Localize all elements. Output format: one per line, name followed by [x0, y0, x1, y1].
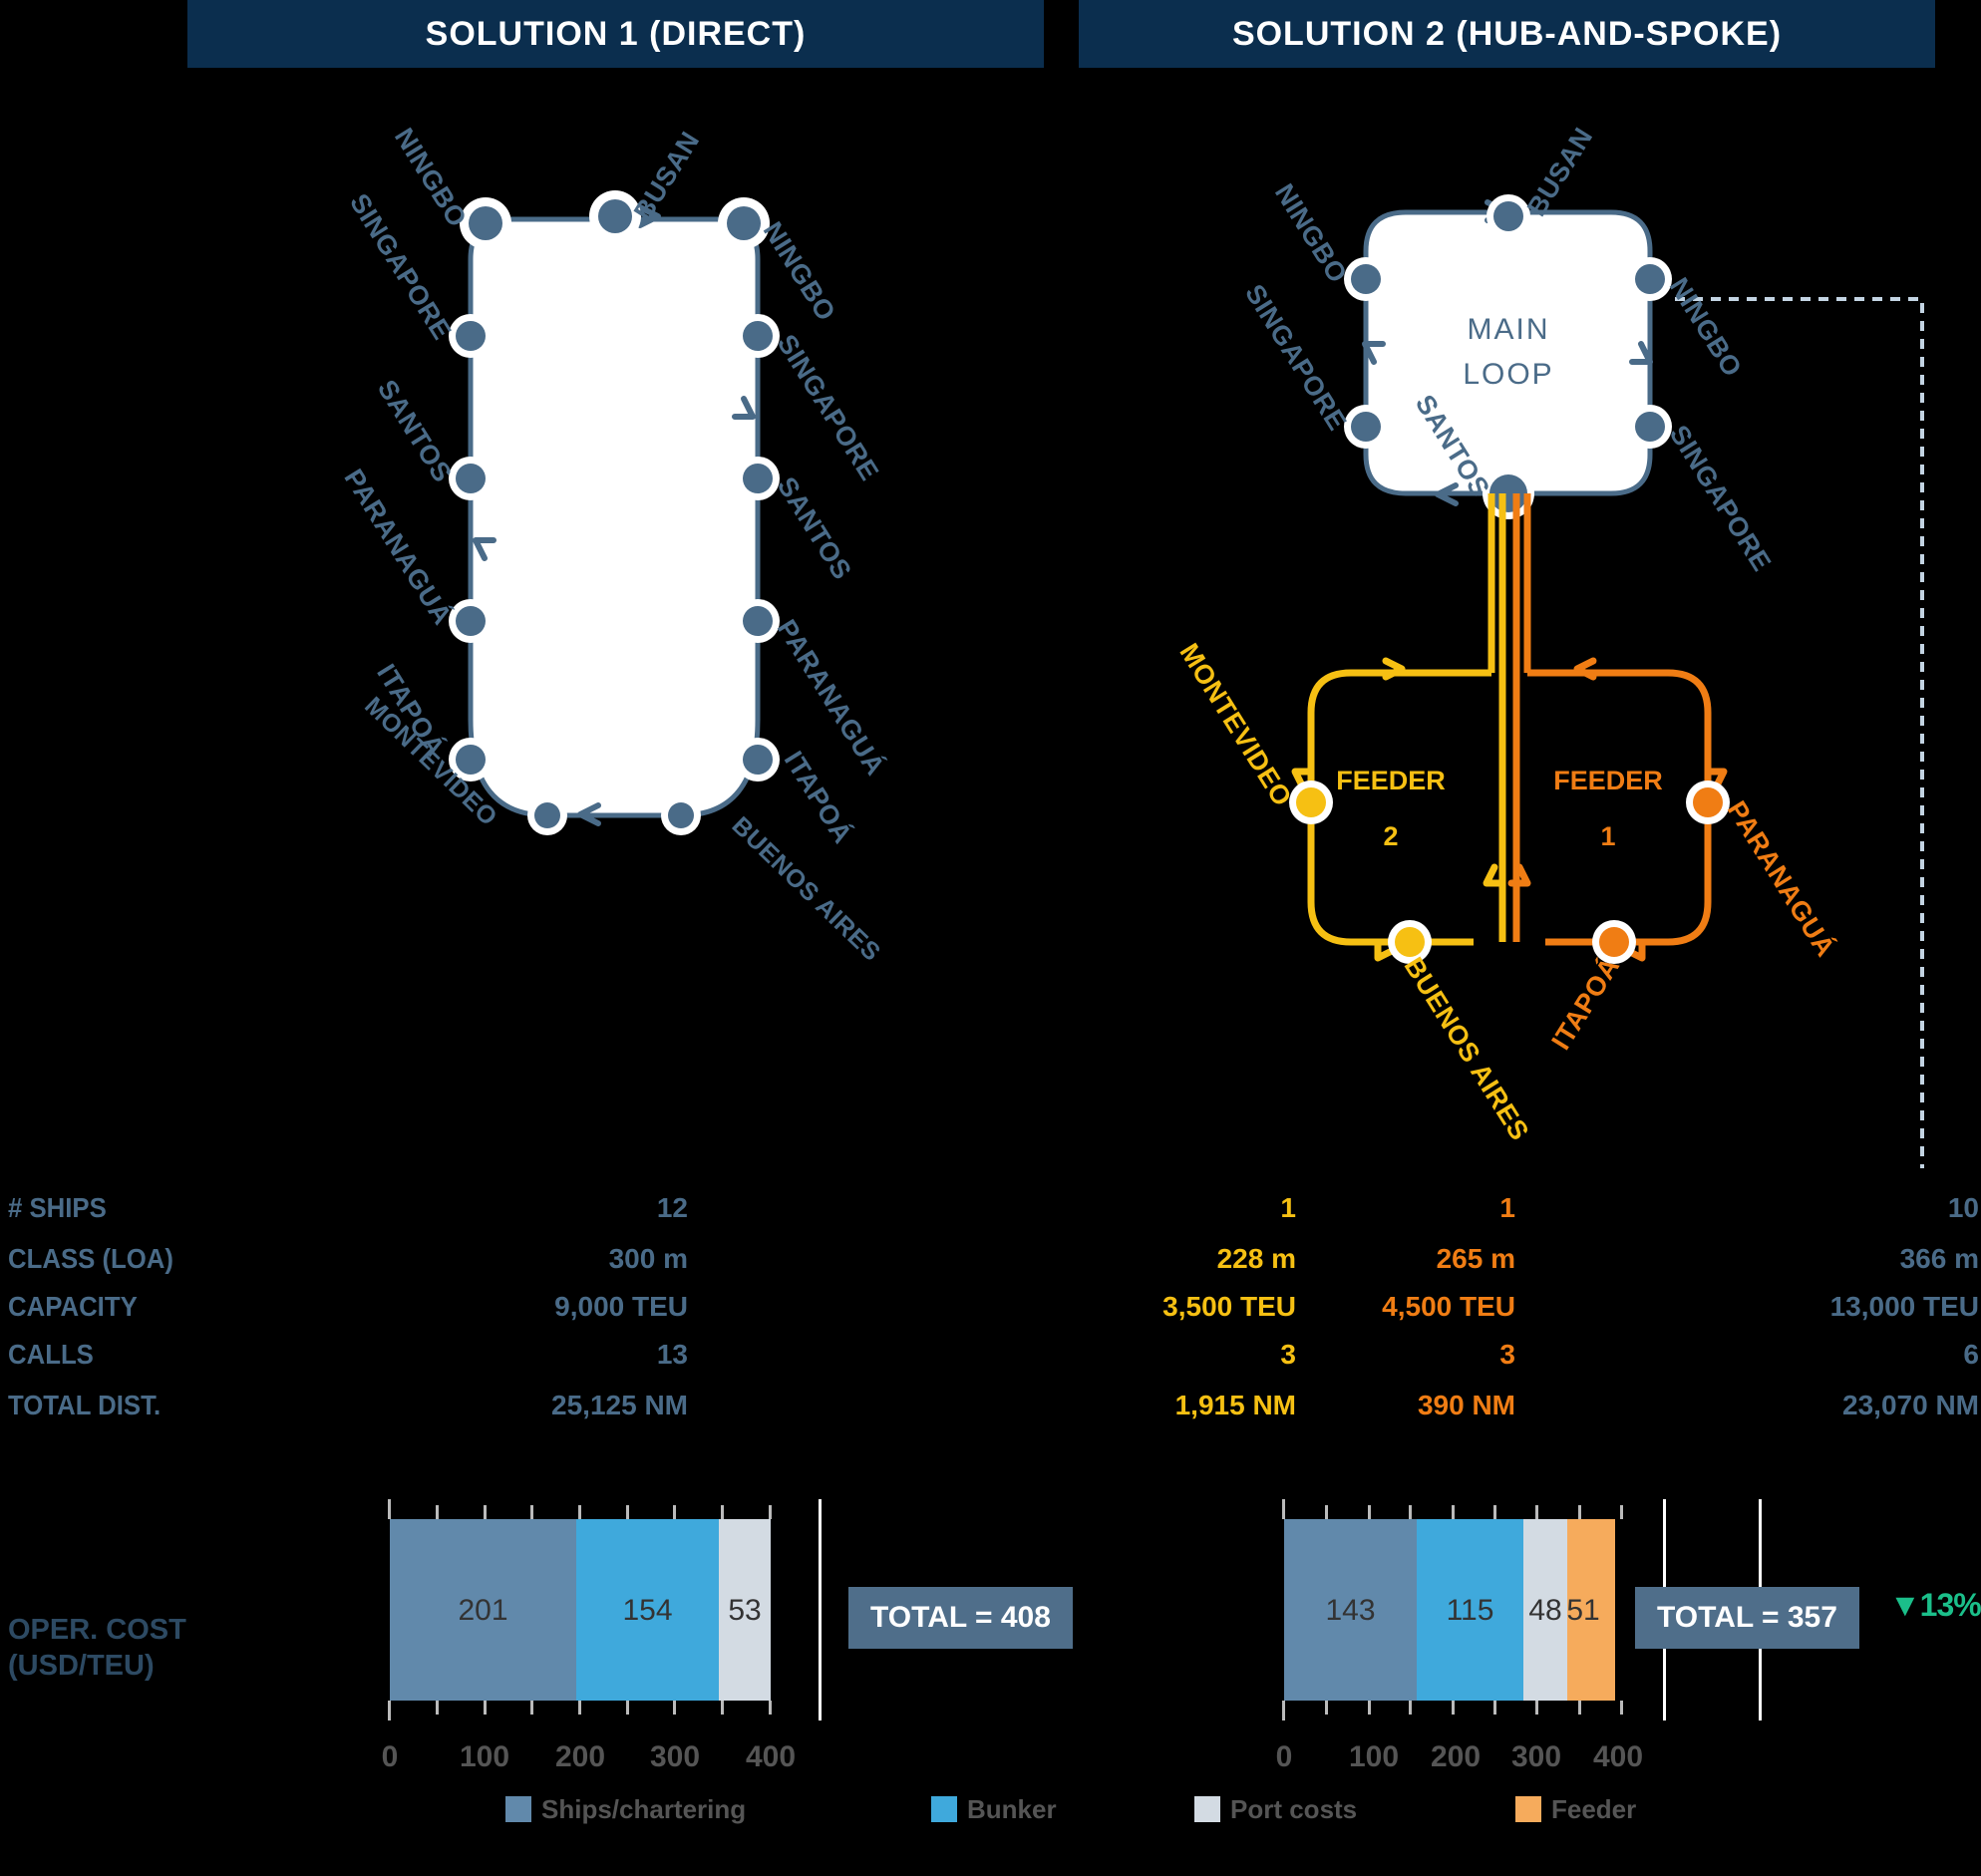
svg-text:FEEDER: FEEDER [1553, 766, 1663, 795]
svg-text:MAIN: MAIN [1468, 313, 1550, 346]
svg-text:2: 2 [1383, 821, 1398, 851]
svg-text:1: 1 [1600, 821, 1615, 851]
svg-text:LOOP: LOOP [1463, 358, 1553, 391]
svg-text:FEEDER: FEEDER [1336, 766, 1446, 795]
